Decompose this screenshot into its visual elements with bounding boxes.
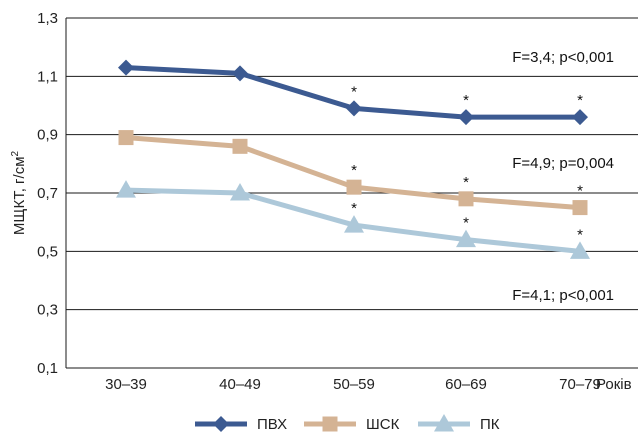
significance-star: * xyxy=(351,83,357,100)
significance-star: * xyxy=(351,200,357,217)
x-tick-label: 40–49 xyxy=(219,376,261,393)
legend-label: ПВХ xyxy=(257,416,287,433)
legend-item: ПК xyxy=(418,414,500,433)
x-tick-labels: 30–39 40–49 50–59 60–69 70–79 xyxy=(105,376,601,393)
data-point xyxy=(344,215,364,233)
significance-markers: * * * * * * * * * xyxy=(351,83,583,243)
significance-star: * xyxy=(463,174,469,191)
significance-star: * xyxy=(577,226,583,243)
y-tick-label: 0,9 xyxy=(37,127,58,144)
data-point xyxy=(116,180,136,198)
data-point xyxy=(456,229,476,248)
y-tick-label: 0,1 xyxy=(37,360,58,377)
legend-item: ПВХ xyxy=(195,416,287,433)
data-point xyxy=(458,191,474,207)
x-tick-label: 70–79 xyxy=(559,376,601,393)
y-tick-label: 1,3 xyxy=(37,10,58,27)
data-point xyxy=(232,138,248,154)
series-ШСК xyxy=(118,130,588,216)
y-tick-labels: 0,1 0,3 0,5 0,7 0,9 1,1 1,3 xyxy=(37,10,58,377)
y-axis-label-text: МЩКТ, г/см xyxy=(11,156,28,235)
y-axis-label: МЩКТ, г/см2 xyxy=(10,150,28,235)
legend: ПВХ ШСК ПК xyxy=(195,414,500,433)
data-point xyxy=(570,241,590,259)
significance-star: * xyxy=(463,215,469,232)
significance-star: * xyxy=(351,162,357,179)
y-tick-label: 0,5 xyxy=(37,243,58,260)
x-tick-label: 60–69 xyxy=(445,376,487,393)
data-point xyxy=(572,109,588,126)
data-point xyxy=(322,416,338,432)
data-point xyxy=(232,65,248,82)
legend-label: ШСК xyxy=(366,416,400,433)
x-unit-label: Років xyxy=(596,376,632,393)
series-ПК xyxy=(116,180,590,259)
y-axis-label-superscript: 2 xyxy=(10,150,21,156)
data-point xyxy=(118,59,134,76)
data-point xyxy=(346,100,362,117)
significance-star: * xyxy=(577,183,583,200)
x-tick-label: 50–59 xyxy=(333,376,375,393)
x-tick-label: 30–39 xyxy=(105,376,147,393)
significance-star: * xyxy=(577,92,583,109)
series-ПВХ xyxy=(118,59,588,126)
data-point xyxy=(118,130,134,146)
y-tick-label: 1,1 xyxy=(37,68,58,85)
stat-annotation: F=3,4; p<0,001 xyxy=(512,49,614,66)
legend-label: ПК xyxy=(480,416,500,433)
data-point xyxy=(213,416,229,432)
data-point xyxy=(230,183,250,201)
data-point xyxy=(434,414,454,432)
series xyxy=(116,59,590,259)
y-tick-label: 0,3 xyxy=(37,302,58,319)
data-point xyxy=(572,200,588,216)
stat-annotation: F=4,9; p=0,004 xyxy=(512,155,614,172)
significance-star: * xyxy=(463,92,469,109)
stat-annotation: F=4,1; p<0,001 xyxy=(512,287,614,304)
y-tick-label: 0,7 xyxy=(37,185,58,202)
data-point xyxy=(458,109,474,126)
stat-annotations: F=3,4; p<0,001 F=4,9; p=0,004 F=4,1; p<0,0… xyxy=(512,49,614,304)
data-point xyxy=(346,179,362,195)
legend-item: ШСК xyxy=(304,416,400,433)
